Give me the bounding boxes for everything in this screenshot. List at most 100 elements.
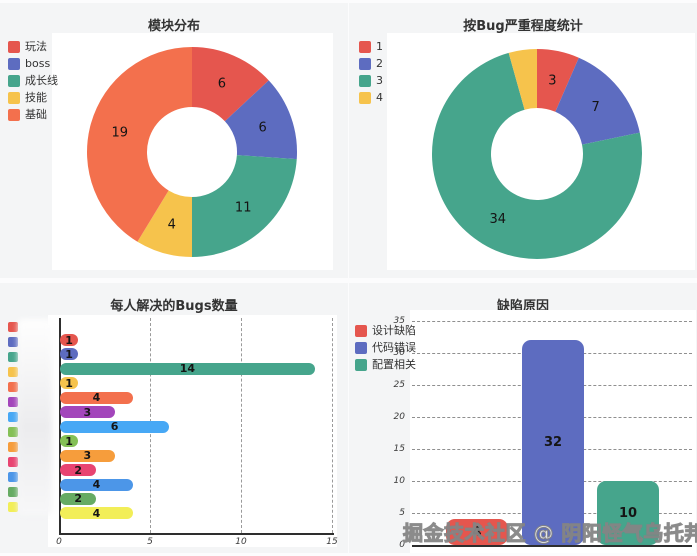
bar-person-1: 1 xyxy=(60,333,79,347)
bar-person-13: 4 xyxy=(60,506,133,520)
legend-item xyxy=(8,472,18,482)
bar-value-label: 3 xyxy=(83,449,92,463)
bar-person-4: 1 xyxy=(60,376,79,390)
legend-swatch xyxy=(8,427,18,437)
legend-item xyxy=(8,352,18,362)
x-tick-label-5: 5 xyxy=(147,537,153,547)
legend-defect-reasons: 设计缺陷代码错误配置相关 xyxy=(355,325,416,371)
legend-module-distribution: 玩法 boss 成长线技能基础 xyxy=(8,41,58,121)
legend-item: 技能 xyxy=(8,92,58,104)
bar-value-label: 1 xyxy=(65,333,73,347)
bar-value-label: 2 xyxy=(74,463,83,477)
panel-defect-reasons: 缺陷原因 0 5 10 15 20 25 30 35 4 32 10 设计缺陷 代码错误 配置相关 xyxy=(349,283,697,553)
donut-slice xyxy=(537,49,579,112)
legend-item: 2 xyxy=(359,58,383,70)
slice-value-label: 4 xyxy=(168,218,176,233)
bar-value-label: 4 xyxy=(92,391,101,405)
legend-item: 基础 xyxy=(8,109,58,121)
legend-label: 基础 xyxy=(25,108,47,121)
legend-bugs-per-person xyxy=(8,322,18,512)
legend-swatch xyxy=(8,457,18,467)
legend-label: 4 xyxy=(376,91,383,104)
donut-slice xyxy=(192,47,269,122)
bar-person-3: 14 xyxy=(60,362,315,375)
legend-item: 3 xyxy=(359,75,383,87)
legend-swatch xyxy=(8,109,20,121)
legend-swatch xyxy=(355,359,367,371)
legend-swatch xyxy=(8,442,18,452)
legend-swatch xyxy=(8,367,18,377)
bar-设计缺陷: 4 xyxy=(446,519,508,545)
legend-item: 代码错误 xyxy=(355,342,416,354)
legend-label: 玩法 xyxy=(25,40,47,53)
donut-chart-bug-severity: 3 7 34 xyxy=(387,33,695,270)
bar-value-label: 4 xyxy=(92,506,101,520)
gridline-x-15 xyxy=(332,318,333,533)
slice-value-label: 6 xyxy=(259,120,267,135)
legend-label: 3 xyxy=(376,74,383,87)
chart-title-bug-severity: 按Bug严重程度统计 xyxy=(463,19,583,34)
slice-value-label: 3 xyxy=(548,74,556,89)
vbar-chart-defect-reasons: 0 5 10 15 20 25 30 35 4 32 10 xyxy=(394,310,696,553)
panel-bugs-per-person: 每人解决的Bugs数量 0 5 10 15 1 1 14 1 4 3 6 1 3 2 4 2 4 xyxy=(0,283,348,553)
gridline-x-10 xyxy=(241,318,242,533)
legend-label: 设计缺陷 xyxy=(372,324,416,337)
legend-item xyxy=(8,487,18,497)
legend-item xyxy=(8,502,18,512)
gridline-y-35 xyxy=(412,321,692,322)
bar-value-label: 2 xyxy=(74,492,83,506)
legend-label: 代码错误 xyxy=(372,341,416,354)
legend-swatch xyxy=(8,397,18,407)
legend-swatch xyxy=(359,75,371,87)
bar-配置相关: 10 xyxy=(597,481,659,545)
legend-swatch xyxy=(359,58,371,70)
legend-item: 4 xyxy=(359,92,383,104)
y-tick-label-0: 0 xyxy=(399,540,405,550)
donut-slice xyxy=(431,52,642,259)
slice-value-label: 34 xyxy=(490,212,507,227)
donut-chart-module-distribution: 6 6 11 4 19 xyxy=(52,33,333,270)
x-axis-line xyxy=(412,545,692,547)
legend-swatch xyxy=(8,487,18,497)
chart-title-bugs-per-person: 每人解决的Bugs数量 xyxy=(110,299,238,314)
legend-item: 玩法 xyxy=(8,41,58,53)
legend-item xyxy=(8,322,18,332)
legend-label: 1 xyxy=(376,40,383,53)
legend-item xyxy=(8,397,18,407)
legend-item xyxy=(8,382,18,392)
hbar-chart-bugs-per-person: 0 5 10 15 1 1 14 1 4 3 6 1 3 2 4 2 4 xyxy=(48,315,338,547)
slice-value-label: 7 xyxy=(591,100,599,115)
legend-swatch xyxy=(8,502,18,512)
legend-item: 1 xyxy=(359,41,383,53)
y-tick-label-15: 15 xyxy=(393,444,405,454)
slice-value-label: 19 xyxy=(112,125,129,140)
legend-swatch xyxy=(359,41,371,53)
legend-swatch xyxy=(8,92,20,104)
legend-swatch xyxy=(8,382,18,392)
legend-label: 成长线 xyxy=(25,74,58,87)
slice-value-label: 11 xyxy=(235,200,252,215)
legend-item: boss xyxy=(8,58,58,70)
x-tick-label-0: 0 xyxy=(56,537,62,547)
blurred-person-names xyxy=(18,319,52,515)
donut-slice xyxy=(508,49,537,110)
legend-item xyxy=(8,367,18,377)
legend-swatch xyxy=(8,412,18,422)
legend-swatch xyxy=(8,58,20,70)
legend-label: 技能 xyxy=(25,91,47,104)
bar-person-7: 6 xyxy=(60,420,170,433)
bar-value-label: 4 xyxy=(92,478,101,491)
legend-item xyxy=(8,337,18,347)
legend-bug-severity: 1 2 3 4 xyxy=(359,41,383,104)
legend-swatch xyxy=(355,325,367,337)
x-axis-line xyxy=(59,533,334,535)
legend-swatch xyxy=(359,92,371,104)
bar-value-label: 1 xyxy=(65,376,73,390)
donut-slice xyxy=(192,155,297,257)
legend-label: 配置相关 xyxy=(372,358,416,371)
bar-person-2: 1 xyxy=(60,348,79,361)
legend-swatch xyxy=(8,352,18,362)
legend-swatch xyxy=(8,322,18,332)
